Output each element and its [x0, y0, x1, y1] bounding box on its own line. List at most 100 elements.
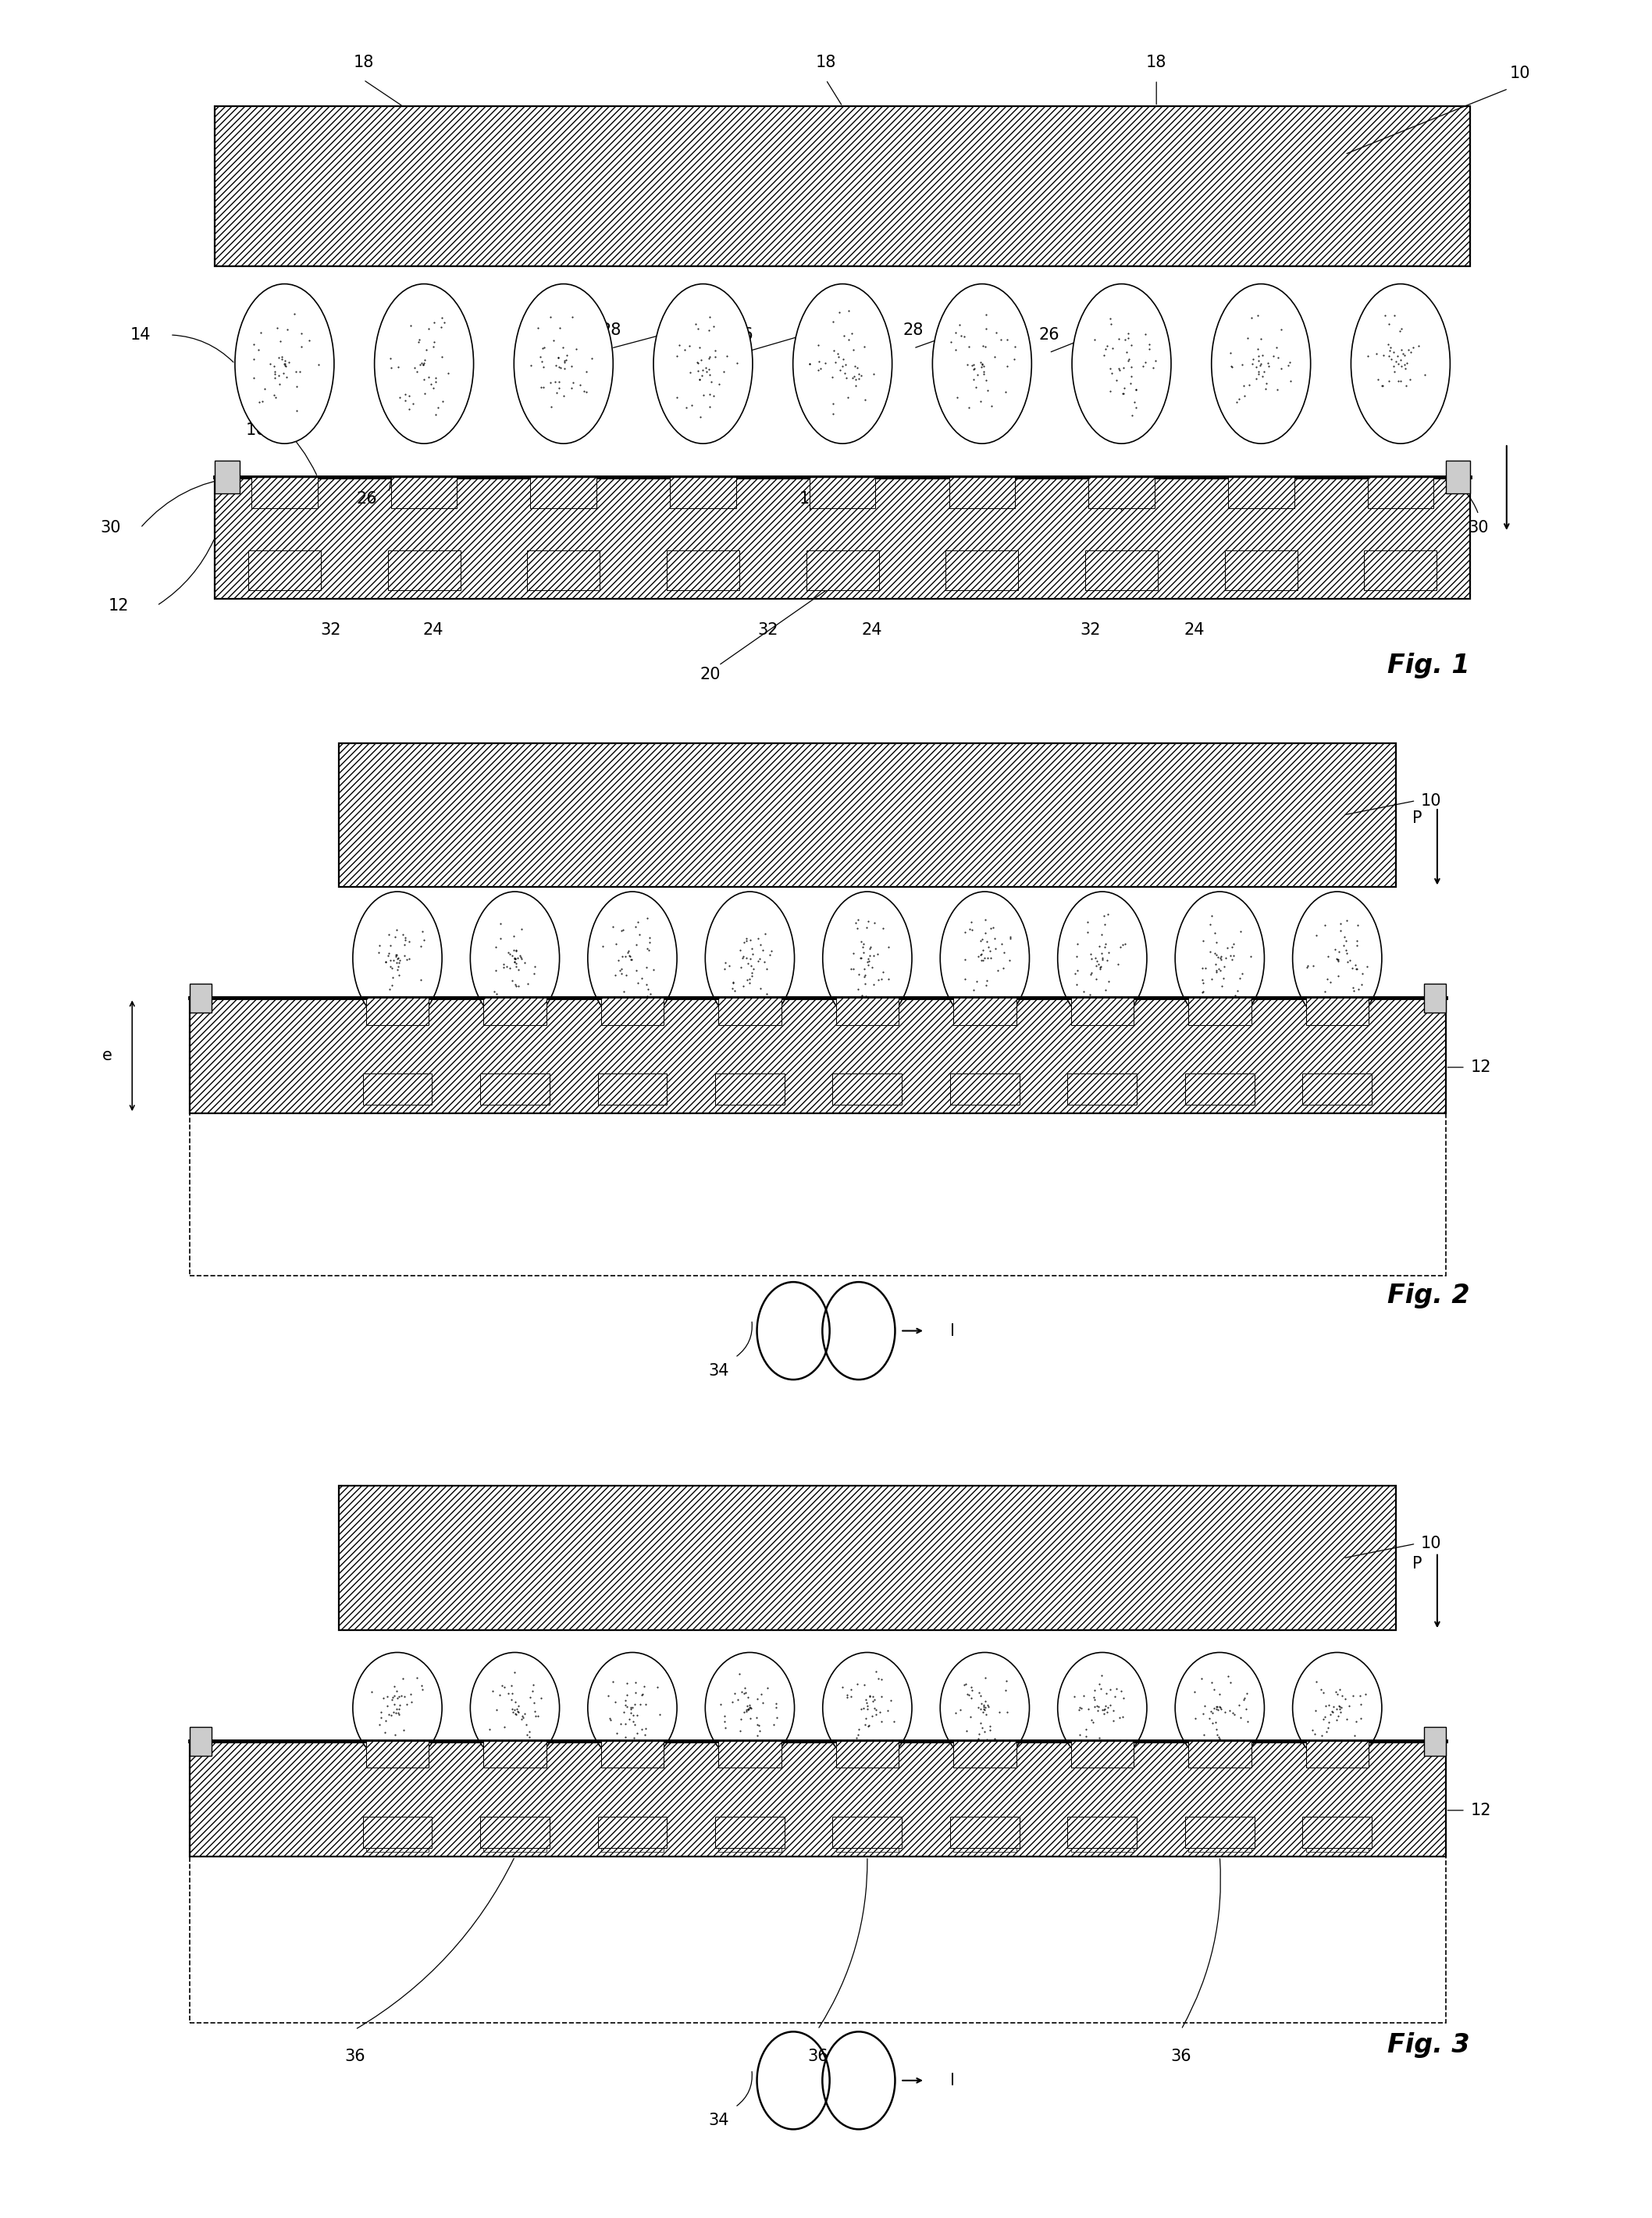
Ellipse shape	[588, 1652, 677, 1763]
Bar	[833, 1074, 902, 1105]
Bar	[1302, 1817, 1371, 1848]
Ellipse shape	[932, 284, 1031, 444]
Text: 32: 32	[1080, 621, 1100, 639]
Ellipse shape	[375, 284, 474, 444]
Bar	[481, 1817, 550, 1848]
Ellipse shape	[1057, 892, 1146, 1025]
Text: 26: 26	[733, 326, 753, 344]
Bar	[251, 477, 317, 508]
Text: 26: 26	[357, 490, 377, 508]
Bar	[215, 106, 1470, 266]
Text: 24: 24	[1184, 621, 1204, 639]
Bar	[190, 998, 1446, 1113]
Text: 20: 20	[700, 665, 720, 683]
Bar	[715, 1817, 785, 1848]
Bar	[363, 1074, 433, 1105]
Ellipse shape	[235, 284, 334, 444]
Bar	[339, 743, 1396, 887]
Text: 28: 28	[904, 322, 923, 339]
Text: 28: 28	[601, 322, 621, 339]
Ellipse shape	[823, 1652, 912, 1763]
Bar	[667, 550, 740, 590]
Bar	[953, 1741, 1016, 1768]
Bar	[1067, 1074, 1137, 1105]
Bar	[248, 550, 320, 590]
Bar	[719, 998, 781, 1025]
Text: 12: 12	[1470, 1060, 1492, 1076]
Bar	[833, 1817, 902, 1848]
Bar	[601, 1741, 664, 1768]
Bar	[484, 1825, 547, 1852]
Text: 10: 10	[1421, 792, 1442, 810]
Bar	[481, 1074, 550, 1105]
Text: P: P	[1412, 1555, 1422, 1573]
Bar	[1184, 1074, 1254, 1105]
Text: P: P	[1412, 810, 1422, 827]
Text: 18: 18	[816, 53, 836, 71]
Text: Fig. 2: Fig. 2	[1388, 1282, 1470, 1309]
Ellipse shape	[940, 892, 1029, 1025]
Ellipse shape	[1211, 284, 1310, 444]
Bar	[719, 1741, 781, 1768]
Text: 16: 16	[246, 421, 266, 439]
Ellipse shape	[940, 1652, 1029, 1763]
Bar	[367, 1825, 430, 1852]
Ellipse shape	[654, 284, 753, 444]
Ellipse shape	[471, 892, 560, 1025]
Text: 34: 34	[709, 2112, 729, 2129]
Text: 10: 10	[1421, 1535, 1442, 1553]
Bar	[367, 1741, 430, 1768]
Text: 30: 30	[1469, 519, 1488, 537]
Ellipse shape	[1175, 1652, 1264, 1763]
Bar	[953, 998, 1016, 1025]
Bar	[190, 998, 1446, 1275]
Text: 24: 24	[423, 621, 443, 639]
Text: 34: 34	[709, 1362, 729, 1380]
Text: 16: 16	[1113, 490, 1133, 508]
Ellipse shape	[354, 892, 443, 1025]
Text: 26: 26	[1039, 326, 1059, 344]
Bar	[601, 998, 664, 1025]
Text: 10: 10	[1510, 64, 1530, 82]
Ellipse shape	[1351, 284, 1450, 444]
Ellipse shape	[1072, 284, 1171, 444]
Bar	[1305, 1741, 1368, 1768]
Ellipse shape	[1057, 1652, 1146, 1763]
Bar	[1227, 477, 1294, 508]
Bar	[388, 550, 461, 590]
Bar	[601, 1825, 664, 1852]
Bar	[1070, 1741, 1133, 1768]
Bar	[527, 550, 600, 590]
Text: I: I	[950, 1322, 955, 1340]
Text: 12: 12	[109, 597, 129, 614]
Bar	[719, 1825, 781, 1852]
Bar	[190, 1741, 1446, 1856]
Text: 12: 12	[1470, 1803, 1492, 1819]
Bar	[1070, 998, 1133, 1025]
Bar	[190, 985, 211, 1011]
Bar	[215, 459, 240, 495]
Bar	[215, 477, 1470, 599]
Bar	[1302, 1074, 1371, 1105]
Text: 36: 36	[345, 2047, 365, 2065]
Text: Fig. 3: Fig. 3	[1388, 2032, 1470, 2058]
Bar	[598, 1074, 667, 1105]
Bar	[948, 477, 1014, 508]
Bar	[953, 1825, 1016, 1852]
Ellipse shape	[705, 1652, 795, 1763]
Bar	[598, 1817, 667, 1848]
Bar	[392, 477, 458, 508]
Ellipse shape	[705, 892, 795, 1025]
Bar	[1224, 550, 1297, 590]
Bar	[1424, 985, 1446, 1011]
Bar	[1070, 1825, 1133, 1852]
Bar	[1305, 998, 1368, 1025]
Ellipse shape	[588, 892, 677, 1025]
Bar	[367, 998, 430, 1025]
Ellipse shape	[1292, 892, 1381, 1025]
Ellipse shape	[823, 892, 912, 1025]
Ellipse shape	[793, 284, 892, 444]
Text: 18: 18	[354, 53, 373, 71]
Ellipse shape	[1175, 892, 1264, 1025]
Bar	[1368, 477, 1434, 508]
